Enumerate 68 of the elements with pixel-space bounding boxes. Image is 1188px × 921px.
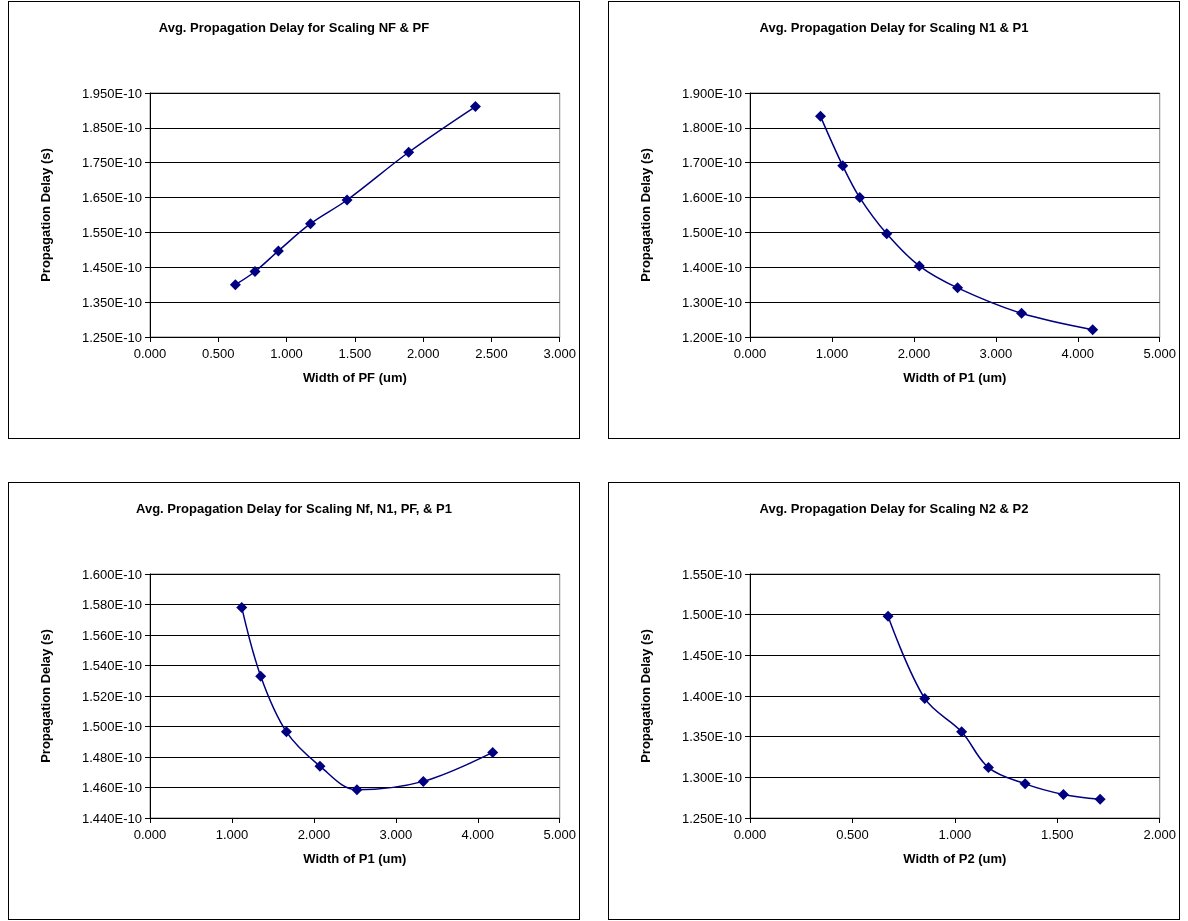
y-tick-label: 1.650E-10 (82, 190, 142, 206)
y-tick-label: 1.600E-10 (82, 566, 142, 582)
y-axis-title: Propagation Delay (s) (638, 148, 653, 282)
y-tick-label: 1.900E-10 (682, 85, 742, 101)
y-tick-label: 1.450E-10 (82, 259, 142, 275)
y-tick-label: 1.250E-10 (82, 329, 142, 345)
x-tick-label: 0.000 (133, 827, 167, 842)
y-tick-label: 1.480E-10 (82, 749, 142, 765)
x-axis-title: Width of P1 (um) (303, 851, 407, 866)
x-tick-label: 2.000 (1143, 827, 1177, 842)
x-tick-label: 1.000 (215, 827, 249, 842)
y-tick-label: 1.750E-10 (82, 155, 142, 171)
x-tick-label: 2.000 (406, 346, 440, 361)
y-tick-label: 1.500E-10 (82, 719, 142, 734)
y-tick-label: 1.440E-10 (82, 810, 142, 826)
y-tick-label: 1.300E-10 (682, 294, 742, 310)
x-tick-label: 2.000 (897, 346, 931, 361)
chart-title: Avg. Propagation Delay for Scaling NF & PF (158, 20, 430, 35)
y-tick-label: 1.450E-10 (682, 647, 742, 663)
y-tick-label: 1.580E-10 (82, 597, 142, 612)
y-tick-label: 1.350E-10 (682, 729, 742, 745)
x-tick-label: 1.500 (338, 346, 372, 361)
x-axis-title: Width of P1 (um) (903, 370, 1007, 385)
y-tick-label: 1.350E-10 (82, 294, 142, 310)
x-tick-label: 1.500 (1041, 827, 1074, 842)
x-tick-label: 1.000 (815, 346, 849, 361)
y-tick-label: 1.560E-10 (82, 627, 142, 643)
chart-title: Avg. Propagation Delay for Scaling Nf, N1, PF, & P1 (136, 501, 452, 516)
y-tick-label: 1.500E-10 (682, 224, 742, 240)
y-tick-label: 1.460E-10 (82, 780, 142, 795)
y-tick-label: 1.520E-10 (82, 688, 142, 704)
x-tick-label: 3.000 (543, 346, 577, 361)
x-tick-label: 1.000 (938, 827, 972, 842)
chart-title: Avg. Propagation Delay for Scaling N2 & P2 (759, 501, 1029, 516)
x-tick-label: 5.000 (543, 827, 577, 842)
y-axis-title: Propagation Delay (s) (38, 629, 53, 763)
x-tick-label: 0.000 (733, 827, 767, 842)
x-tick-label: 2.500 (475, 346, 508, 361)
x-tick-label: 0.500 (836, 827, 869, 842)
x-axis-title: Width of PF (um) (302, 370, 407, 385)
y-tick-label: 1.250E-10 (682, 810, 742, 826)
chart-title: Avg. Propagation Delay for Scaling N1 & P1 (759, 20, 1029, 35)
x-tick-label: 2.000 (297, 827, 331, 842)
y-tick-label: 1.550E-10 (682, 566, 742, 582)
x-axis-title: Width of P2 (um) (903, 851, 1007, 866)
x-tick-label: 5.000 (1143, 346, 1177, 361)
y-tick-label: 1.850E-10 (82, 120, 142, 136)
x-tick-label: 4.000 (1061, 346, 1095, 361)
y-tick-label: 1.600E-10 (682, 190, 742, 206)
x-tick-label: 3.000 (979, 346, 1013, 361)
y-tick-label: 1.950E-10 (82, 85, 142, 101)
y-axis-title: Propagation Delay (s) (38, 148, 53, 282)
y-tick-label: 1.800E-10 (682, 120, 742, 136)
y-tick-label: 1.540E-10 (82, 658, 142, 673)
y-tick-label: 1.400E-10 (682, 259, 742, 275)
x-tick-label: 4.000 (461, 827, 495, 842)
x-tick-label: 0.000 (733, 346, 767, 361)
y-tick-label: 1.500E-10 (682, 607, 742, 623)
y-tick-label: 1.400E-10 (682, 688, 742, 704)
x-tick-label: 3.000 (379, 827, 413, 842)
x-tick-label: 0.500 (202, 346, 235, 361)
y-axis-title: Propagation Delay (s) (638, 629, 653, 763)
x-tick-label: 0.000 (133, 346, 167, 361)
y-tick-label: 1.550E-10 (82, 224, 142, 240)
y-tick-label: 1.300E-10 (682, 769, 742, 785)
x-tick-label: 1.000 (270, 346, 303, 361)
y-tick-label: 1.200E-10 (682, 329, 742, 345)
y-tick-label: 1.700E-10 (682, 155, 742, 171)
